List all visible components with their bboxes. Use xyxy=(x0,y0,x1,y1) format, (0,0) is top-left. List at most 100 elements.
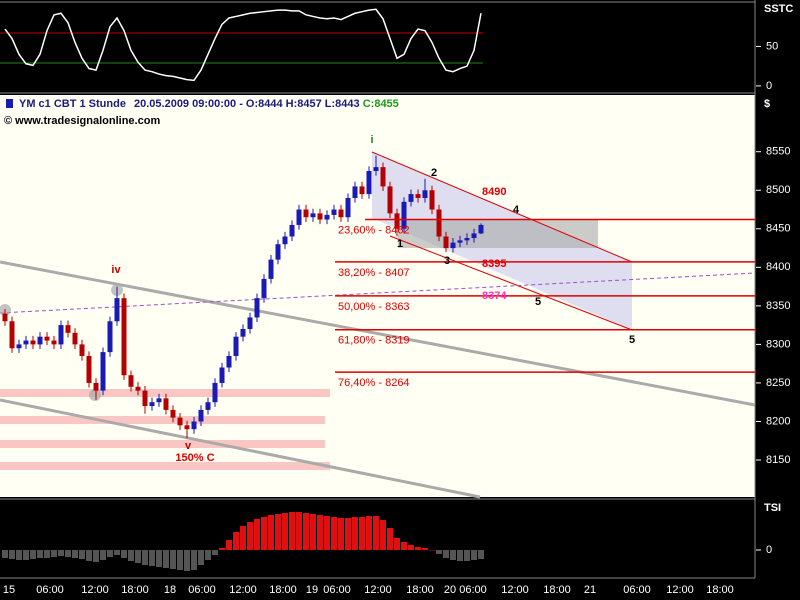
pivot-marker xyxy=(89,389,101,401)
fib-label: 61,80% - 8319 xyxy=(338,335,410,347)
wave-label: 3 xyxy=(444,255,450,267)
x-tick-label: 19 xyxy=(306,584,318,596)
histogram-bar xyxy=(65,550,71,557)
candle-body xyxy=(65,325,71,333)
histogram-bar xyxy=(86,550,92,561)
y-tick-label: 0 xyxy=(766,544,772,556)
histogram-bar xyxy=(422,548,428,550)
histogram-bar xyxy=(44,550,50,558)
histogram-bar xyxy=(177,550,183,570)
symbol-icon xyxy=(6,99,13,108)
channel-line xyxy=(389,235,633,331)
x-tick-label: 12:00 xyxy=(364,584,392,596)
candle-body xyxy=(86,355,92,383)
candle-body xyxy=(2,313,8,322)
candle-body xyxy=(37,336,43,345)
histogram-bar xyxy=(415,547,421,550)
candle-body xyxy=(198,409,204,422)
channel-label: 8374 xyxy=(482,290,507,302)
candle-body xyxy=(478,224,484,234)
x-tick-label: 12:00 xyxy=(81,584,109,596)
x-tick-label: 18:00 xyxy=(121,584,149,596)
candle-body xyxy=(163,398,169,410)
x-tick-label: 12:00 xyxy=(501,584,529,596)
histogram-bar xyxy=(254,519,260,550)
candle-body xyxy=(135,386,141,391)
candle-body xyxy=(373,167,379,171)
histogram-bar xyxy=(429,550,435,551)
candle-body xyxy=(317,213,323,220)
histogram-bar xyxy=(128,550,134,561)
candle-body xyxy=(408,194,414,202)
wave-label: 1 xyxy=(397,238,403,250)
candle-body xyxy=(205,402,211,410)
candle-body xyxy=(303,209,309,218)
fib-label: 76,40% - 8264 xyxy=(338,377,410,389)
histogram-bar xyxy=(198,550,204,565)
histogram-bar xyxy=(37,550,43,558)
wave-label: 4 xyxy=(513,204,520,216)
candle-body xyxy=(324,214,330,220)
histogram-bar xyxy=(23,550,29,560)
candle-body xyxy=(16,344,22,349)
channel-label: 8395 xyxy=(482,258,506,270)
histogram-bar xyxy=(408,545,414,550)
histogram-bar xyxy=(219,548,225,550)
candle-body xyxy=(191,421,197,430)
candle-body xyxy=(345,197,351,218)
candle-body xyxy=(79,344,85,356)
candle-body xyxy=(310,213,316,218)
x-tick-label: 06:00 xyxy=(323,584,351,596)
candle-body xyxy=(44,336,50,341)
candle-body xyxy=(51,340,57,345)
support-zone xyxy=(0,389,330,397)
histogram-bar xyxy=(331,517,337,550)
candle-body xyxy=(58,325,64,345)
bar-info: 20.05.2009 09:00:00 - O:8444 H:8457 L:84… xyxy=(134,98,399,110)
histogram-bar xyxy=(121,550,127,558)
candle-body xyxy=(240,328,246,337)
symbol-title: YM c1 CBT 1 Stunde xyxy=(19,98,126,110)
candle-body xyxy=(121,298,127,376)
wave-label: iv xyxy=(111,264,121,276)
fib-label: 23,60% - 8462 xyxy=(338,224,410,236)
x-tick-label: 18:00 xyxy=(406,584,434,596)
support-zone xyxy=(0,416,325,424)
wave-label: 2 xyxy=(431,167,437,179)
histogram-bar xyxy=(401,542,407,550)
x-tick-label: 06:00 xyxy=(188,584,216,596)
histogram-bar xyxy=(443,550,449,558)
wave-label: 5 xyxy=(629,334,635,346)
histogram-bar xyxy=(205,550,211,560)
histogram-bar xyxy=(436,550,442,554)
histogram-bar xyxy=(289,512,295,550)
ohlc: 20.05.2009 09:00:00 - O:8444 H:8457 L:84… xyxy=(134,98,363,110)
histogram-bar xyxy=(184,550,190,571)
candle-body xyxy=(226,355,232,368)
channel-label: 8490 xyxy=(482,186,506,198)
histogram-bar xyxy=(324,516,330,550)
y-tick-label: 8550 xyxy=(766,146,790,158)
candle-body xyxy=(93,382,99,391)
y-tick-label: 50 xyxy=(766,40,778,52)
fib-label: 50,00% - 8363 xyxy=(338,301,410,313)
candle-body xyxy=(170,409,176,418)
histogram-bar xyxy=(387,528,393,550)
histogram-bar xyxy=(107,550,113,557)
histogram-bar xyxy=(163,550,169,568)
histogram-bar xyxy=(212,550,218,555)
wave-label: 150% C xyxy=(175,452,214,464)
candle-body xyxy=(436,209,442,237)
histogram-bar xyxy=(352,517,358,550)
wave-label: v xyxy=(185,440,192,452)
candle-body xyxy=(114,298,120,322)
x-tick-label: 06:00 xyxy=(36,584,64,596)
source: © www.tradesignalonline.com xyxy=(4,115,160,127)
candle-body xyxy=(296,209,302,225)
histogram-bar xyxy=(240,526,246,550)
histogram-bar xyxy=(303,513,309,550)
candle-body xyxy=(212,382,218,403)
histogram-bar xyxy=(16,550,22,560)
histogram-bar xyxy=(268,515,274,550)
histogram-bar xyxy=(79,550,85,559)
